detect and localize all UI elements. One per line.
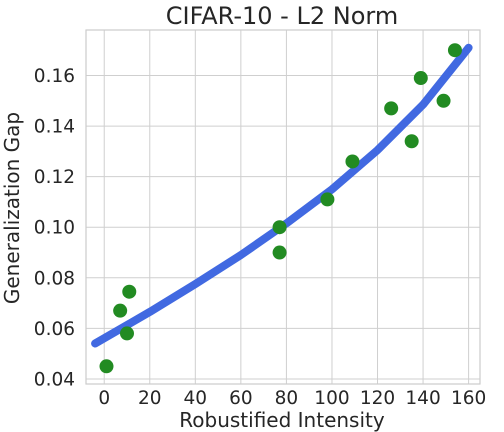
x-tick-label: 80 [275,388,299,409]
scatter-point [272,220,287,235]
x-axis-label: Robustified Intensity [179,408,385,432]
y-tick-label: 0.04 [34,369,75,390]
x-tick-label: 140 [405,388,440,409]
scatter-point [113,303,128,318]
scatter-point [119,326,134,341]
y-tick-label: 0.10 [34,218,75,239]
scatter-point [320,192,335,207]
x-tick-label: 120 [360,388,395,409]
y-tick-label: 0.16 [34,66,75,87]
x-tick-label: 0 [98,388,110,409]
x-tick-label: 100 [314,388,349,409]
scatter-point [345,154,360,169]
scatter-point [413,71,428,86]
y-axis-label: Generalization Gap [0,112,24,304]
y-tick-label: 0.06 [34,319,75,340]
x-tick-label: 160 [451,388,486,409]
fit-curve [91,43,473,348]
scatter-point [272,245,287,260]
y-tick-label: 0.14 [34,117,75,138]
y-tick-label: 0.08 [34,268,75,289]
x-axis: 0 20 40 60 80 100 120 140 160 [98,388,486,409]
x-tick-label: 60 [229,388,253,409]
y-axis: 0.04 0.06 0.08 0.10 0.12 0.14 0.16 [34,66,75,390]
scatter-point [122,284,137,299]
scatter-point [99,359,114,374]
scatter-point [404,134,419,149]
scatter-point [436,93,451,108]
scatter-point [447,43,462,58]
series-layer [91,43,473,374]
x-tick-label: 20 [138,388,162,409]
scatter-point [384,101,399,116]
y-tick-label: 0.12 [34,167,75,188]
x-tick-label: 40 [184,388,208,409]
chart-title: CIFAR-10 - L2 Norm [166,2,398,30]
plot-frame [85,29,481,385]
